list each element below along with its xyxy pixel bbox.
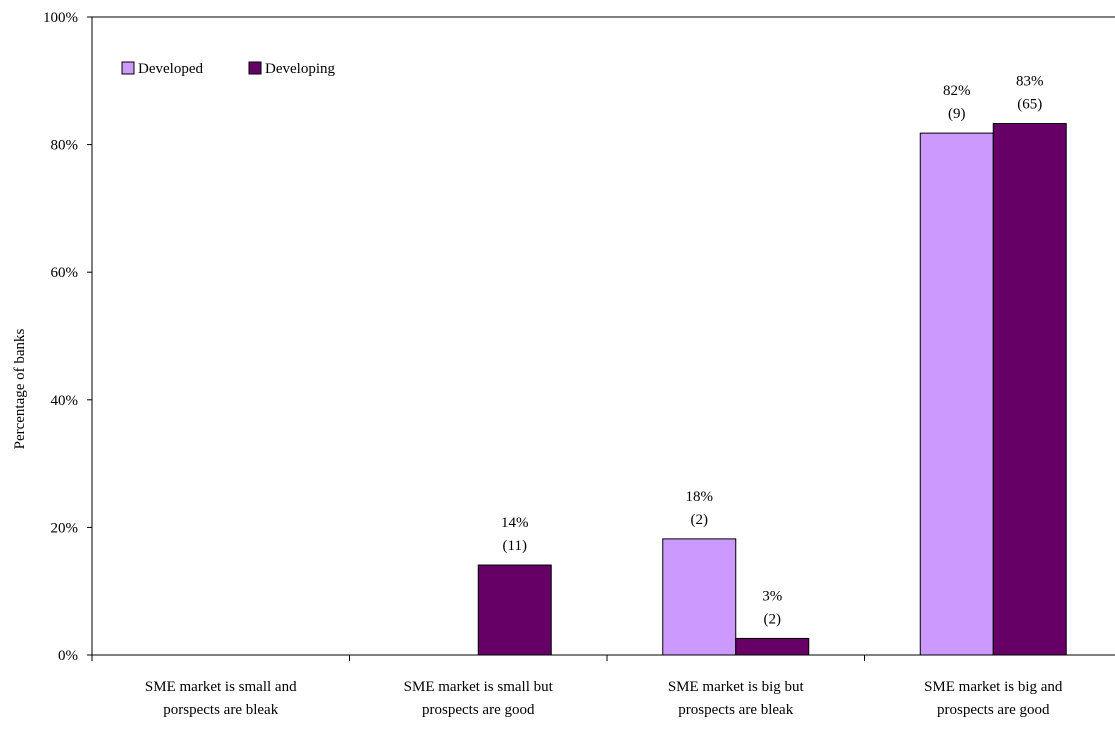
x-category-label: prospects are good: [422, 702, 535, 718]
x-category-label: SME market is small but: [404, 679, 554, 695]
legend-label-developing: Developing: [265, 61, 335, 77]
data-label-count: (65): [1017, 97, 1042, 113]
x-category-label: SME market is big and: [924, 679, 1063, 695]
y-axis-title: Percentage of banks: [12, 328, 28, 449]
data-label-percent: 82%: [943, 83, 971, 99]
data-label-count: (11): [503, 538, 527, 554]
bar-developed-3: [662, 538, 737, 656]
data-label-percent: 3%: [762, 588, 782, 604]
y-axis-ticks: 0% 20% 40% 60% 80% 100%: [43, 10, 92, 664]
y-tick-label: 40%: [51, 393, 79, 409]
data-label-percent: 14%: [501, 515, 529, 531]
x-category-label: SME market is small and: [145, 679, 297, 695]
bar-developed-4: [919, 132, 994, 656]
data-label-count: (9): [948, 106, 966, 122]
x-category-label: porspects are bleak: [163, 702, 278, 718]
y-tick-label: 80%: [51, 138, 79, 154]
y-tick-label: 0%: [58, 648, 78, 664]
y-tick-label: 100%: [43, 10, 78, 26]
data-label-percent: 18%: [686, 489, 714, 505]
bar-developing-2: [477, 564, 552, 656]
data-label-count: (2): [764, 611, 782, 627]
legend-swatch-developing: [248, 61, 262, 75]
y-tick-label: 20%: [51, 520, 79, 536]
data-label-count: (2): [691, 512, 709, 528]
legend: Developed Developing: [121, 61, 335, 77]
legend-swatch-developed: [121, 61, 135, 75]
x-axis-category-labels: SME market is small and porspects are ble…: [145, 679, 1063, 718]
y-tick-label: 60%: [51, 265, 79, 281]
x-category-label: prospects are good: [937, 702, 1050, 718]
data-labels: 14% (11) 18% (2) 3% (2) 82% (9) 83% (65): [501, 74, 1044, 628]
bar-developing-3: [735, 637, 810, 656]
bars: [477, 123, 1067, 656]
legend-label-developed: Developed: [138, 61, 203, 77]
bar-developing-4: [992, 123, 1067, 656]
data-label-percent: 83%: [1016, 74, 1044, 90]
x-category-label: SME market is big but: [668, 679, 805, 695]
x-category-label: prospects are bleak: [678, 702, 793, 718]
